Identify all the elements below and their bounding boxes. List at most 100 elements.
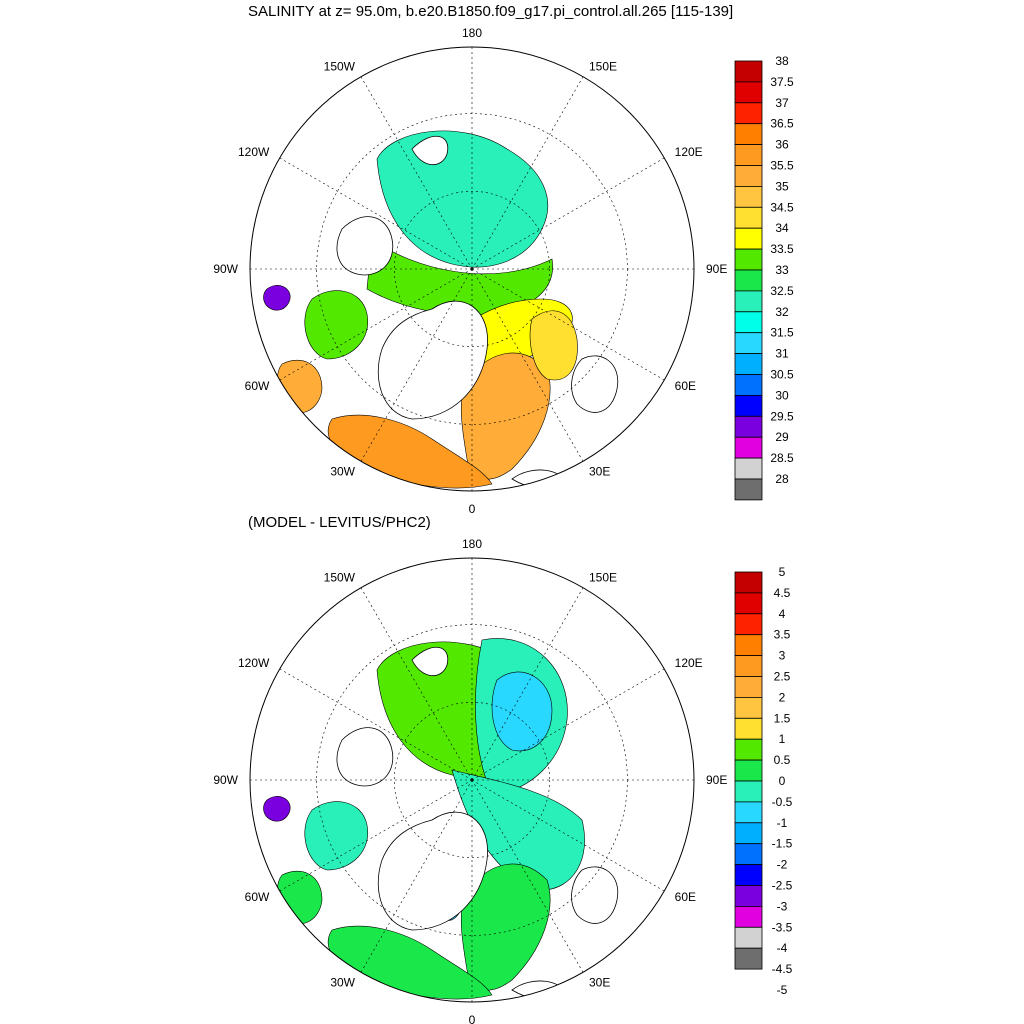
colorbar-tick-label: -1.5 — [772, 837, 793, 851]
colorbar-tick-label: 2 — [779, 690, 786, 704]
longitude-label: 120W — [238, 656, 270, 670]
longitude-label: 150E — [589, 59, 617, 73]
colorbar-swatch — [734, 415, 763, 438]
colorbar-tick-label: 0.5 — [774, 753, 791, 767]
colorbar-1: 38 37.5 37 36.5 36 35.5 35 34.5 34 33.5 33 32.5 32 31… — [734, 54, 794, 501]
land-mass — [571, 866, 619, 924]
longitude-label: 30W — [330, 976, 355, 990]
colorbar-swatch — [734, 655, 763, 677]
longitude-label: 60E — [675, 379, 696, 393]
meridian-line — [471, 268, 665, 381]
colorbar-tick-label: 30 — [775, 388, 789, 402]
colorbar-swatch — [734, 81, 763, 104]
colorbar-tick-label: 1.5 — [774, 711, 791, 725]
meridian-line — [471, 76, 584, 270]
meridian-line — [279, 157, 473, 270]
colorbar-tick-label: 3 — [779, 649, 786, 663]
region-hudson-bay — [263, 796, 291, 822]
colorbar-tick-label: 35 — [775, 179, 789, 193]
meridian-line — [360, 268, 473, 462]
colorbar-tick-label: -5 — [777, 983, 788, 997]
map-border — [249, 46, 695, 492]
colorbar-swatch — [734, 185, 763, 208]
colorbar-swatch — [734, 123, 763, 145]
polar-map-2: 180 150E 120E 90E 60E 30E 0 30W 60W 90W 120W 150W 5 4… — [213, 537, 792, 1024]
colorbar-tick-label: 5 — [779, 565, 786, 579]
longitude-label: 60E — [675, 890, 696, 904]
longitude-label: 180 — [462, 26, 482, 40]
bottom-map-title: (MODEL - LEVITUS/PHC2) — [248, 514, 431, 531]
region-kara-sea — [529, 310, 578, 381]
colorbar-swatch — [734, 248, 763, 271]
longitude-label: 120E — [675, 145, 703, 159]
colorbar-tick-label: -3 — [777, 899, 788, 913]
colorbar-tick-label: 34 — [775, 221, 789, 235]
colorbar-tick-label: 2.5 — [774, 670, 791, 684]
colorbar-swatch — [734, 759, 763, 782]
meridian-line — [279, 668, 473, 781]
longitude-label: 120W — [238, 145, 270, 159]
land-mass — [411, 646, 449, 677]
meridian-line — [360, 587, 473, 781]
latitude-circle — [316, 624, 628, 936]
colorbar-tick-label: 38 — [775, 54, 789, 68]
colorbar-swatch — [734, 676, 763, 698]
longitude-label: 30E — [589, 976, 610, 990]
colorbar-swatch — [734, 165, 763, 187]
colorbar-swatch — [734, 885, 763, 907]
colorbar-swatch — [734, 801, 763, 824]
colorbar-swatch — [734, 290, 763, 313]
colorbar-tick-label: 31.5 — [770, 326, 794, 340]
colorbar-tick-label: -0.5 — [772, 795, 793, 809]
land-mass — [378, 300, 488, 420]
colorbar-swatch — [734, 269, 763, 292]
colorbar-tick-label: 4 — [779, 607, 786, 621]
meridian-line — [360, 779, 473, 973]
region-baffin-bay — [304, 290, 369, 360]
longitude-label: 90E — [706, 262, 727, 276]
latitude-circle — [393, 701, 550, 858]
colorbar-swatch — [734, 717, 763, 740]
colorbar-swatch — [734, 697, 763, 719]
colorbar-tick-label: 36.5 — [770, 117, 794, 131]
meridian-line — [279, 779, 473, 892]
longitude-label: 30E — [589, 465, 610, 479]
colorbar-tick-label: 29.5 — [770, 409, 794, 423]
colorbar-swatch — [734, 822, 763, 845]
colorbar-swatch — [734, 144, 763, 166]
latitude-circle — [316, 113, 628, 425]
colorbar-swatch — [734, 738, 763, 761]
colorbar-swatch — [734, 634, 763, 657]
colorbar-tick-label: 3.5 — [774, 628, 791, 642]
colorbar-swatch — [734, 206, 763, 229]
colorbar-tick-label: 28.5 — [770, 451, 794, 465]
colorbar-swatch — [734, 780, 763, 803]
colorbar-tick-label: -4.5 — [772, 962, 793, 976]
longitude-label: 30W — [330, 465, 355, 479]
colorbar-swatch — [734, 311, 763, 334]
colorbar-swatch — [734, 478, 763, 501]
region-laptev-siberian — [491, 671, 553, 752]
colorbar-swatch — [734, 906, 763, 928]
colorbar-swatch — [734, 332, 763, 355]
longitude-label: 120E — [675, 656, 703, 670]
colorbar-swatch — [734, 436, 763, 459]
land-mass — [336, 216, 394, 276]
longitude-label: 0 — [469, 502, 476, 516]
meridian-line — [471, 587, 584, 781]
meridian-line — [471, 268, 584, 462]
longitude-label: 90W — [213, 262, 238, 276]
map-fill-area — [250, 558, 694, 1002]
land-mass — [411, 135, 449, 166]
colorbar-swatch — [734, 227, 763, 250]
colorbar-tick-label: -3.5 — [772, 920, 793, 934]
colorbar-swatch — [734, 457, 763, 480]
longitude-label: 150W — [324, 570, 356, 584]
colorbar-tick-label: 33.5 — [770, 242, 794, 256]
colorbar-2: 5 4.5 4 3.5 3 2.5 2 1.5 1 0.5 0 -0.5 -1 -1.5 -2 -2.5 -3 -… — [734, 565, 793, 997]
colorbar-swatch — [734, 60, 763, 83]
colorbar-swatch — [734, 926, 763, 949]
colorbar-swatch — [734, 102, 763, 125]
longitude-label: 90E — [706, 773, 727, 787]
